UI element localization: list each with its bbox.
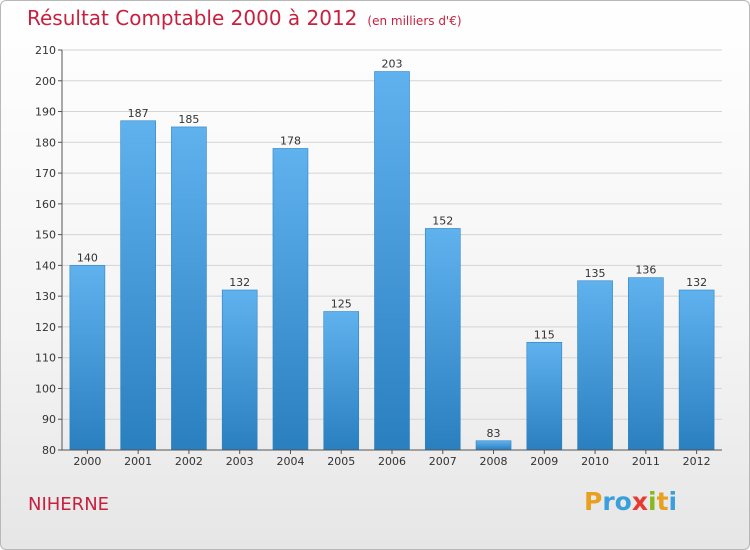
bar [577, 280, 613, 451]
x-tick-label: 2007 [429, 455, 457, 468]
x-tick-label: 2011 [632, 455, 660, 468]
x-tick-label: 2002 [175, 455, 203, 468]
bar-value-label: 125 [331, 298, 352, 311]
bar-value-label: 135 [585, 267, 606, 280]
x-tick-label: 2004 [276, 455, 304, 468]
bar-value-label: 115 [534, 328, 555, 341]
logo-letter: x [631, 487, 648, 516]
bar-value-label: 178 [280, 134, 301, 147]
bar [374, 71, 410, 451]
bar-value-label: 83 [487, 427, 501, 440]
y-tick-label: 100 [35, 382, 56, 395]
y-tick-label: 140 [35, 259, 56, 272]
y-tick-label: 110 [35, 352, 56, 365]
x-tick-label: 2001 [124, 455, 152, 468]
bar-value-label: 140 [77, 251, 98, 264]
y-tick-label: 170 [35, 167, 56, 180]
y-tick-label: 80 [42, 444, 56, 457]
bar [120, 120, 156, 451]
y-tick-label: 130 [35, 290, 56, 303]
proxiti-logo: Proxiti [584, 487, 677, 516]
bar-value-label: 152 [432, 214, 453, 227]
chart-title: Résultat Comptable 2000 à 2012 [27, 6, 358, 30]
bar [678, 289, 715, 451]
y-tick-label: 90 [42, 413, 56, 426]
bar-value-label: 203 [382, 58, 403, 71]
x-tick-label: 2006 [378, 455, 406, 468]
bar [526, 342, 563, 451]
bar [475, 440, 512, 451]
y-tick-label: 160 [35, 198, 56, 211]
commune-name: NIHERNE [28, 494, 110, 515]
y-tick-label: 190 [35, 106, 56, 119]
bar [69, 265, 106, 451]
x-tick-label: 2005 [327, 455, 355, 468]
logo-letter: t [656, 487, 669, 516]
y-tick-label: 200 [35, 75, 56, 88]
bar-value-label: 132 [686, 276, 707, 289]
logo-letter: i [668, 487, 678, 516]
bar-value-label: 187 [128, 107, 149, 120]
bar [171, 126, 207, 451]
bar [424, 228, 461, 451]
chart-subtitle: (en milliers d'€) [367, 14, 462, 28]
axes: 80 90 100 110 120 130 140 150 160 170 180 190 200 210… [35, 44, 722, 468]
x-tick-label: 2008 [480, 455, 508, 468]
y-tick-label: 120 [35, 321, 56, 334]
bar-value-label: 185 [178, 113, 199, 126]
y-tick-label: 150 [35, 229, 56, 242]
x-tick-label: 2003 [226, 455, 254, 468]
bar [221, 289, 258, 451]
bar-value-label: 136 [635, 264, 656, 277]
x-tick-label: 2009 [530, 455, 558, 468]
y-tick-label: 210 [35, 44, 56, 57]
chart-title-block: Résultat Comptable 2000 à 2012 (en millie… [27, 6, 462, 30]
bar [628, 277, 664, 451]
x-tick-label: 2010 [581, 455, 609, 468]
bar [272, 148, 309, 451]
x-tick-label: 2012 [683, 455, 711, 468]
logo-letter: o [614, 487, 632, 516]
logo-letter: P [584, 487, 603, 516]
x-tick-label: 2000 [73, 455, 101, 468]
y-tick-label: 180 [35, 136, 56, 149]
bar-value-label: 132 [229, 276, 250, 289]
logo-letter: i [648, 487, 657, 516]
bar [323, 311, 360, 451]
logo-letter: r [602, 487, 615, 516]
bars: 140 187 185 132 178 125 203 152 83 115 135 136 132 [69, 58, 715, 451]
